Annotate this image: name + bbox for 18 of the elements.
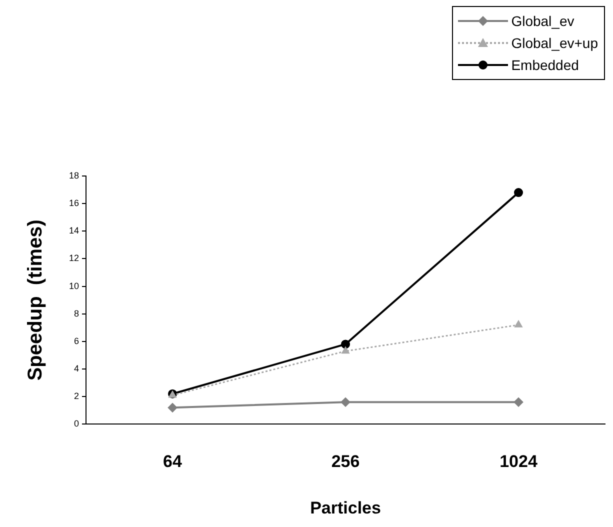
y-tick-label: 16 (68, 198, 80, 208)
x-tick-label: 64 (163, 452, 183, 472)
x-tick-label: 256 (331, 452, 360, 472)
x-axis-title: Particles (310, 498, 381, 518)
y-tick-label: 2 (74, 391, 80, 402)
legend-label: Global_ev+up (511, 34, 598, 53)
y-tick-label: 4 (74, 364, 80, 374)
x-tick-label: 1024 (500, 452, 538, 472)
legend-label: Embedded (511, 56, 579, 75)
y-axis-title: Speedup (times) (24, 220, 47, 381)
y-tick-label: 8 (74, 308, 80, 318)
legend-label: Global_ev (511, 12, 574, 31)
y-tick-label: 12 (68, 253, 80, 264)
y-tick-label: 10 (68, 280, 80, 291)
y-tick-label: 14 (68, 226, 80, 236)
y-tick-label: 6 (74, 336, 80, 346)
y-tick-label: 18 (68, 170, 80, 180)
y-tick-label: 0 (74, 418, 80, 429)
